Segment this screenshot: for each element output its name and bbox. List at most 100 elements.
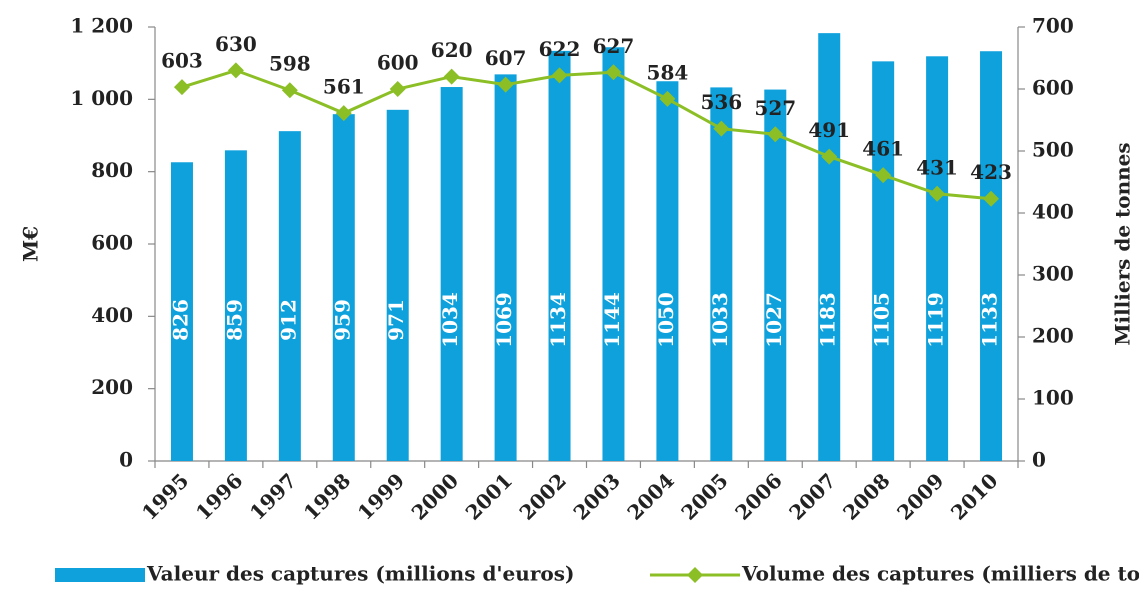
x-tick-label: 2004 <box>622 468 678 524</box>
line-marker <box>713 120 730 137</box>
bar <box>602 47 625 462</box>
line-value-label: 627 <box>593 34 635 58</box>
bar-value-label: 1033 <box>708 292 732 348</box>
line-marker <box>443 68 460 85</box>
y-tick-label: 200 <box>91 375 133 399</box>
y-tick-label: 400 <box>91 303 133 327</box>
line-value-label: 431 <box>916 155 958 179</box>
x-tick-label: 1998 <box>299 468 355 524</box>
line-value-label: 630 <box>215 32 257 56</box>
y2-tick-label: 700 <box>1032 14 1074 38</box>
bar <box>818 33 841 461</box>
y2-tick-label: 500 <box>1032 138 1074 162</box>
line <box>181 68 992 201</box>
x-tick-label: 2007 <box>784 468 840 524</box>
line-value-label: 561 <box>323 75 365 99</box>
bar <box>332 114 355 461</box>
y2-tick-label: 300 <box>1032 262 1074 286</box>
line-marker <box>335 105 352 122</box>
line-value-label: 603 <box>161 49 203 73</box>
y2-tick-label: 600 <box>1032 76 1074 100</box>
bar <box>440 87 463 461</box>
x-tick-label: 1999 <box>353 468 409 524</box>
x-tick-label: 2006 <box>730 468 786 524</box>
bar <box>170 162 193 461</box>
line-marker <box>767 126 784 143</box>
bar-value-label: 1134 <box>546 292 570 348</box>
line-marker <box>875 167 892 184</box>
bar-value-label: 971 <box>384 299 408 341</box>
bar <box>548 50 571 462</box>
line-value-label: 584 <box>647 60 689 84</box>
x-tick-label: 1995 <box>137 468 193 524</box>
legend-swatch <box>55 568 145 582</box>
bar-value-label: 1050 <box>654 292 678 348</box>
y2-tick-label: 400 <box>1032 200 1074 224</box>
line-marker <box>227 62 244 79</box>
legend-label: Volume des captures (milliers de tonnes) <box>741 562 1139 586</box>
line-marker <box>659 90 676 107</box>
line-marker <box>983 190 1000 207</box>
y-tick-label: 600 <box>91 231 133 255</box>
y2-axis-label: Milliers de tonnes <box>1111 142 1135 345</box>
line-marker <box>173 79 190 96</box>
line-marker <box>389 81 406 97</box>
line-marker <box>605 64 622 81</box>
bar-value-label: 912 <box>276 299 300 341</box>
bar-value-label: 826 <box>168 299 192 341</box>
bar-value-label: 959 <box>330 299 354 341</box>
bar-value-label: 1069 <box>492 292 516 348</box>
line-marker <box>497 76 514 93</box>
x-tick-label: 2008 <box>838 468 894 524</box>
legend-swatch <box>687 567 703 583</box>
line-value-label: 600 <box>377 51 419 75</box>
line-value-label: 607 <box>485 46 527 70</box>
bar <box>980 51 1003 462</box>
x-tick-label: 2002 <box>515 468 571 524</box>
line-marker <box>551 67 568 84</box>
y-tick-label: 800 <box>91 158 133 182</box>
x-tick-label: 2009 <box>892 468 948 524</box>
bar-value-label: 1144 <box>600 292 624 348</box>
line-marker <box>821 148 838 165</box>
bar <box>872 61 895 461</box>
line-value-label: 622 <box>539 37 581 61</box>
bar <box>386 109 409 462</box>
y-tick-label: 1 200 <box>70 14 133 38</box>
y2-tick-label: 200 <box>1032 324 1074 348</box>
line-value-label: 423 <box>970 160 1012 184</box>
bar-value-label: 1119 <box>924 292 948 348</box>
x-tick-label: 2001 <box>461 468 517 524</box>
line-value-label: 461 <box>862 137 904 161</box>
y-tick-label: 0 <box>119 448 133 472</box>
bar-value-label: 1133 <box>978 292 1002 348</box>
bar <box>278 131 301 461</box>
y2-tick-label: 0 <box>1032 448 1046 472</box>
line-marker <box>929 185 946 202</box>
x-tick-label: 2003 <box>569 468 625 524</box>
x-tick-label: 2005 <box>676 468 732 524</box>
bar <box>926 56 949 462</box>
y2-tick-label: 100 <box>1032 386 1074 410</box>
bar-value-label: 1183 <box>816 292 840 348</box>
line-value-label: 620 <box>431 38 473 62</box>
bar-value-label: 1027 <box>762 292 786 348</box>
bar <box>656 81 679 461</box>
x-tick-label: 2010 <box>946 468 1002 524</box>
x-tick-label: 1996 <box>191 468 247 524</box>
x-tick-label: 1997 <box>245 468 301 524</box>
legend-label: Valeur des captures (millions d'euros) <box>146 562 574 586</box>
bar <box>764 89 787 462</box>
y-axis-label: M€ <box>19 226 43 262</box>
line-value-label: 527 <box>754 96 796 120</box>
bar-value-label: 1105 <box>870 292 894 348</box>
bar <box>710 87 733 462</box>
bar-value-label: 859 <box>222 299 246 341</box>
x-tick-label: 2000 <box>407 468 463 524</box>
line-value-label: 536 <box>700 90 742 114</box>
line-value-label: 598 <box>269 52 311 76</box>
line-marker <box>281 82 298 99</box>
y-tick-label: 1 000 <box>70 86 133 110</box>
bar-value-label: 1034 <box>438 292 462 348</box>
